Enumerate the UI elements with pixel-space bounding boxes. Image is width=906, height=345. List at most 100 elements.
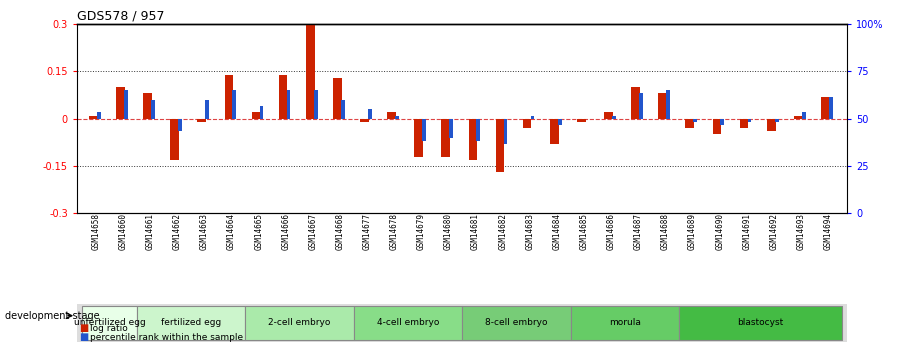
- Bar: [341, 100, 344, 119]
- Bar: [666, 90, 670, 119]
- Bar: [659, 93, 667, 119]
- Text: GSM14694: GSM14694: [824, 213, 833, 250]
- Bar: [206, 100, 209, 119]
- Bar: [604, 112, 612, 119]
- Text: GSM14686: GSM14686: [607, 213, 616, 250]
- Bar: [306, 24, 314, 119]
- Bar: [353, 306, 462, 340]
- Bar: [252, 112, 260, 119]
- Text: GSM14693: GSM14693: [796, 213, 805, 250]
- Bar: [313, 90, 317, 119]
- Text: GSM14684: GSM14684: [553, 213, 562, 250]
- Bar: [612, 116, 616, 119]
- Text: GSM14677: GSM14677: [362, 213, 371, 250]
- Bar: [89, 116, 98, 119]
- Text: GSM14681: GSM14681: [471, 213, 480, 250]
- Text: GSM14660: GSM14660: [119, 213, 128, 250]
- Bar: [225, 75, 233, 119]
- Bar: [775, 119, 778, 122]
- Bar: [679, 306, 842, 340]
- Bar: [794, 116, 803, 119]
- Bar: [713, 119, 721, 135]
- Bar: [137, 306, 246, 340]
- Text: unfertilized egg: unfertilized egg: [73, 318, 146, 327]
- Bar: [496, 119, 505, 172]
- Bar: [577, 119, 585, 122]
- Bar: [143, 93, 152, 119]
- Bar: [766, 119, 776, 131]
- Bar: [116, 87, 125, 119]
- Bar: [178, 119, 182, 131]
- Text: GSM14689: GSM14689: [688, 213, 697, 250]
- Text: GSM14680: GSM14680: [444, 213, 453, 250]
- Bar: [198, 119, 206, 122]
- Text: GSM14683: GSM14683: [525, 213, 535, 250]
- Text: log ratio: log ratio: [90, 324, 128, 333]
- Bar: [279, 75, 287, 119]
- Text: ■: ■: [79, 333, 88, 342]
- Bar: [550, 119, 559, 144]
- Text: GSM14658: GSM14658: [92, 213, 101, 250]
- Text: morula: morula: [609, 318, 641, 327]
- Text: GSM14682: GSM14682: [498, 213, 507, 250]
- Bar: [82, 306, 137, 340]
- Text: GSM14667: GSM14667: [308, 213, 317, 250]
- Bar: [360, 119, 369, 122]
- Bar: [468, 119, 477, 160]
- Bar: [462, 306, 571, 340]
- Bar: [387, 112, 396, 119]
- Text: GSM14663: GSM14663: [200, 213, 209, 250]
- Text: 4-cell embryo: 4-cell embryo: [377, 318, 439, 327]
- Text: ■: ■: [79, 324, 88, 333]
- Bar: [739, 119, 748, 128]
- Bar: [631, 87, 640, 119]
- Bar: [821, 97, 830, 119]
- Bar: [422, 119, 426, 141]
- Text: 2-cell embryo: 2-cell embryo: [268, 318, 331, 327]
- Bar: [441, 119, 450, 157]
- Text: GSM14665: GSM14665: [255, 213, 263, 250]
- Text: GSM14687: GSM14687: [634, 213, 643, 250]
- Bar: [414, 119, 423, 157]
- Bar: [693, 119, 697, 122]
- Bar: [170, 119, 179, 160]
- Bar: [829, 97, 833, 119]
- Bar: [571, 306, 679, 340]
- Bar: [531, 116, 535, 119]
- Text: development stage: development stage: [5, 311, 99, 321]
- Bar: [151, 100, 155, 119]
- Text: GSM14661: GSM14661: [146, 213, 155, 250]
- Bar: [802, 112, 805, 119]
- Bar: [686, 119, 694, 128]
- Bar: [504, 119, 507, 144]
- Text: percentile rank within the sample: percentile rank within the sample: [90, 333, 243, 342]
- Text: GSM14690: GSM14690: [715, 213, 724, 250]
- Text: GSM14692: GSM14692: [769, 213, 778, 250]
- Text: GSM14679: GSM14679: [417, 213, 426, 250]
- Text: GSM14691: GSM14691: [742, 213, 751, 250]
- Bar: [395, 116, 399, 119]
- Bar: [124, 90, 128, 119]
- Text: GSM14668: GSM14668: [335, 213, 344, 250]
- Bar: [97, 112, 101, 119]
- Bar: [639, 93, 643, 119]
- Bar: [232, 90, 236, 119]
- Bar: [333, 78, 342, 119]
- Bar: [286, 90, 291, 119]
- Bar: [449, 119, 453, 138]
- Bar: [720, 119, 724, 125]
- Text: 8-cell embryo: 8-cell embryo: [485, 318, 547, 327]
- Bar: [747, 119, 751, 122]
- Text: GSM14678: GSM14678: [390, 213, 399, 250]
- Text: GDS578 / 957: GDS578 / 957: [77, 10, 165, 23]
- Bar: [368, 109, 371, 119]
- Bar: [523, 119, 532, 128]
- Bar: [558, 119, 562, 125]
- Text: GSM14685: GSM14685: [580, 213, 589, 250]
- Bar: [246, 306, 353, 340]
- Text: GSM14666: GSM14666: [281, 213, 290, 250]
- Text: GSM14662: GSM14662: [173, 213, 182, 250]
- Text: GSM14688: GSM14688: [661, 213, 670, 250]
- Text: fertilized egg: fertilized egg: [160, 318, 221, 327]
- Text: GSM14664: GSM14664: [227, 213, 236, 250]
